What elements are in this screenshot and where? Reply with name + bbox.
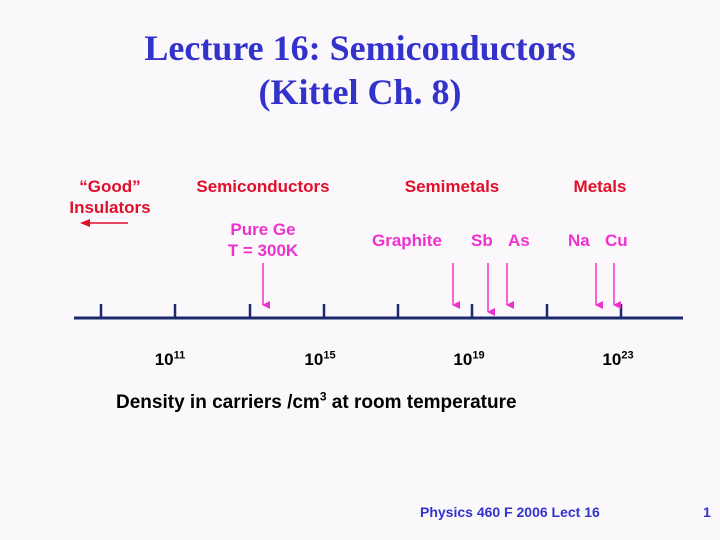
tick-label-exponent: 11 — [173, 349, 186, 362]
example-cu: Cu — [605, 231, 628, 250]
example-sb: Sb — [471, 231, 493, 250]
example-pure-ge-line2: T = 300K — [227, 241, 299, 260]
example-pure-ge-line1: Pure Ge — [230, 220, 296, 239]
axis-caption-exponent: 3 — [319, 389, 327, 404]
tick-label-1e23: 1023 — [578, 350, 658, 370]
tick-label-exponent: 19 — [472, 349, 485, 362]
tick-label-1e19: 1019 — [429, 350, 509, 370]
example-as: As — [508, 231, 530, 250]
axis-caption-start: Density in carriers /cm — [116, 392, 320, 413]
footer-course: Physics 460 F 2006 Lect 16 — [420, 504, 600, 520]
category-good-insulators-line2: Insulators — [69, 198, 151, 217]
footer-page-number: 1 — [703, 504, 711, 520]
tick-label-base: 10 — [154, 350, 174, 369]
tick-label-1e15: 1015 — [280, 350, 360, 370]
category-good-insulators: “Good” Insulators — [50, 176, 170, 218]
axis-caption-end: at room temperature — [326, 392, 517, 413]
tick-label-base: 10 — [304, 350, 324, 369]
slide-title-line1: Lecture 16: Semiconductors — [144, 28, 576, 68]
insulators-arrow — [80, 219, 128, 227]
tick-label-base: 10 — [602, 350, 622, 369]
slide-title-line2: (Kittel Ch. 8) — [258, 72, 462, 112]
category-good-insulators-line1: “Good” — [79, 177, 141, 196]
category-metals: Metals — [573, 177, 627, 196]
tick-label-base: 10 — [453, 350, 473, 369]
category-semiconductors: Semiconductors — [196, 177, 330, 196]
example-pure-ge: Pure Ge T = 300K — [203, 219, 323, 261]
axis-caption: Density in carriers /cm3 at room tempera… — [116, 389, 517, 414]
category-semimetals: Semimetals — [404, 177, 500, 196]
tick-label-exponent: 23 — [621, 349, 634, 362]
tick-label-exponent: 15 — [323, 349, 336, 362]
axis-ticks — [99, 304, 623, 318]
tick-label-1e11: 1011 — [130, 350, 210, 370]
example-graphite: Graphite — [372, 231, 442, 250]
example-na: Na — [568, 231, 590, 250]
